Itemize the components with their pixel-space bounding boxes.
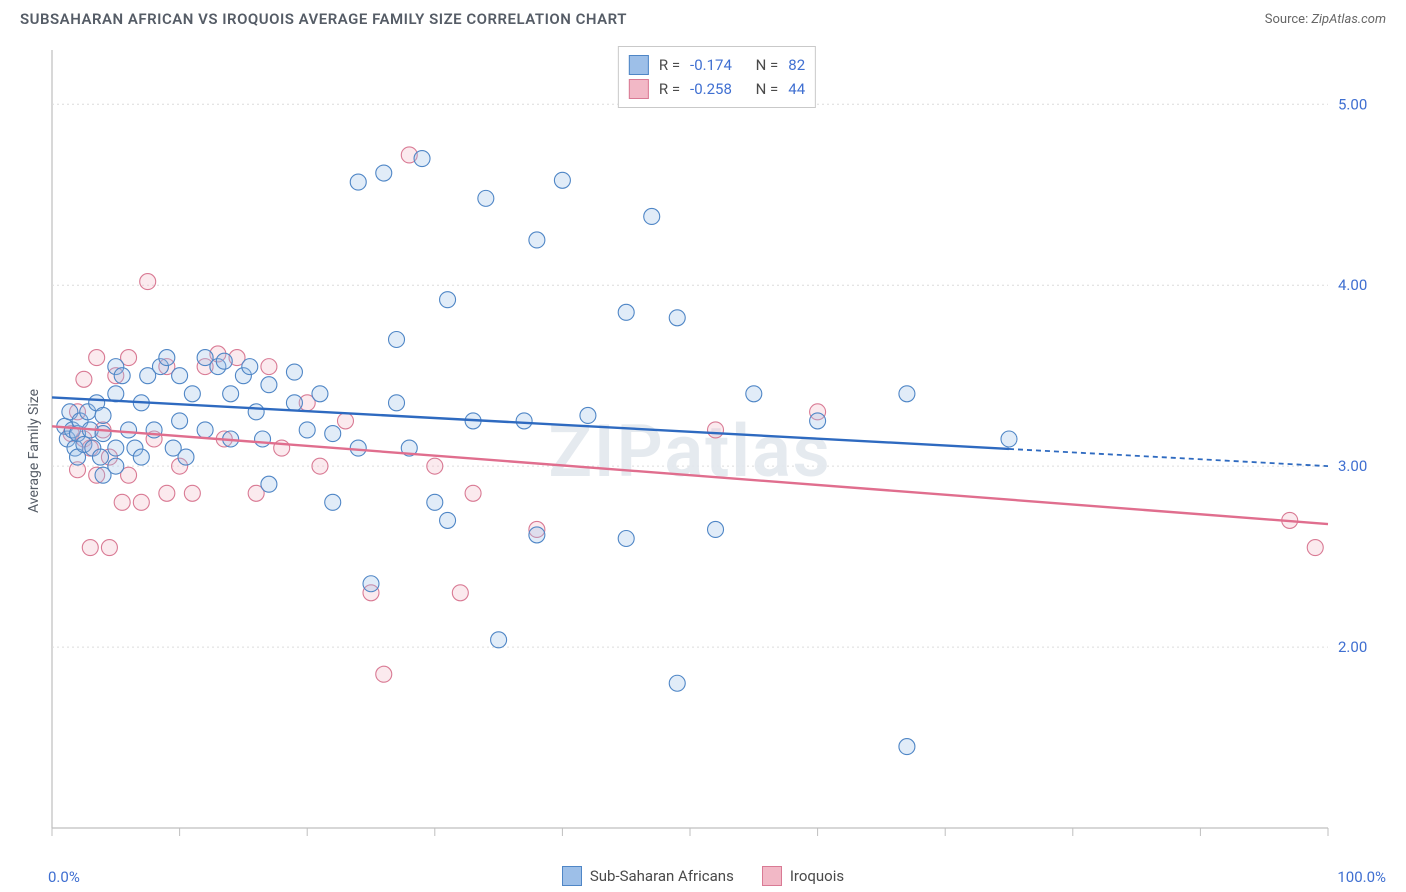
legend-item-a: Sub-Saharan Africans bbox=[562, 866, 734, 886]
y-axis-label: Average Family Size bbox=[26, 389, 42, 513]
source-prefix: Source: bbox=[1265, 12, 1312, 27]
legend-label-b: Iroquois bbox=[790, 867, 844, 885]
stats-row-a: R = -0.174 N = 82 bbox=[629, 53, 805, 77]
r-label: R = bbox=[659, 77, 680, 101]
n-label: N = bbox=[756, 77, 779, 101]
source-name: ZipAtlas.com bbox=[1311, 12, 1386, 27]
svg-text:4.00: 4.00 bbox=[1338, 276, 1367, 294]
legend-label-a: Sub-Saharan Africans bbox=[590, 867, 734, 885]
chart-title: SUBSAHARAN AFRICAN VS IROQUOIS AVERAGE F… bbox=[20, 10, 627, 28]
svg-text:3.00: 3.00 bbox=[1338, 457, 1367, 475]
source-credit: Source: ZipAtlas.com bbox=[1265, 12, 1386, 27]
swatch-b-icon bbox=[762, 866, 782, 886]
chart-area: Average Family Size 2.003.004.005.00ZIPa… bbox=[20, 46, 1386, 856]
swatch-b bbox=[629, 79, 649, 99]
chart-header: SUBSAHARAN AFRICAN VS IROQUOIS AVERAGE F… bbox=[0, 0, 1406, 38]
r-label: R = bbox=[659, 53, 680, 77]
r-value-b: -0.258 bbox=[690, 77, 732, 101]
swatch-a-icon bbox=[562, 866, 582, 886]
svg-text:5.00: 5.00 bbox=[1338, 95, 1367, 113]
scatter-plot: 2.003.004.005.00ZIPatlas bbox=[48, 46, 1386, 856]
n-value-b: 44 bbox=[788, 77, 805, 101]
legend-item-b: Iroquois bbox=[762, 866, 844, 886]
series-legend: Sub-Saharan Africans Iroquois bbox=[0, 866, 1406, 886]
n-label: N = bbox=[756, 53, 779, 77]
swatch-a bbox=[629, 55, 649, 75]
stats-row-b: R = -0.258 N = 44 bbox=[629, 77, 805, 101]
stats-legend: R = -0.174 N = 82 R = -0.258 N = 44 bbox=[618, 46, 816, 108]
y-axis-label-wrap: Average Family Size bbox=[20, 46, 48, 856]
plot-cell: 2.003.004.005.00ZIPatlas R = -0.174 N = … bbox=[48, 46, 1386, 856]
svg-text:2.00: 2.00 bbox=[1338, 638, 1367, 656]
r-value-a: -0.174 bbox=[690, 53, 732, 77]
n-value-a: 82 bbox=[788, 53, 805, 77]
